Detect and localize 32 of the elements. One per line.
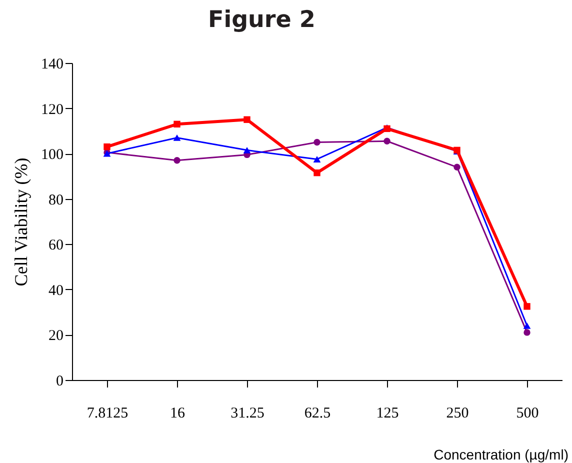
x-tick-label: 62.5 <box>304 406 331 422</box>
chart-title: Figure 2 <box>208 7 316 33</box>
x-tick-label: 7.8125 <box>86 406 128 422</box>
y-tick-label: 0 <box>56 374 64 390</box>
x-tick-label: 500 <box>516 406 539 422</box>
x-tick-label: 250 <box>446 406 469 422</box>
y-tick-label: 80 <box>48 192 64 208</box>
point <box>523 322 531 329</box>
y-tick-label: 20 <box>48 328 64 344</box>
point <box>104 143 110 150</box>
point <box>524 329 530 336</box>
point <box>384 138 390 144</box>
y-tick-label: 140 <box>41 56 64 72</box>
point <box>244 116 250 123</box>
point <box>174 120 180 128</box>
point <box>314 169 320 176</box>
y-tick-label: 40 <box>48 282 64 299</box>
point <box>313 156 321 162</box>
point <box>454 164 460 171</box>
point <box>524 303 530 310</box>
y-tick-label: 60 <box>48 238 64 254</box>
y-tick-label: 120 <box>41 102 64 118</box>
y-tick-label: 100 <box>41 147 64 164</box>
point <box>173 134 181 141</box>
y-axis-title: Cell Viability (%) <box>11 158 31 286</box>
x-tick-label: 125 <box>376 406 399 422</box>
point <box>314 138 320 146</box>
x-tick-label: 16 <box>170 406 186 422</box>
point <box>243 146 251 154</box>
point <box>174 157 180 164</box>
x-tick-label: 31.25 <box>230 406 264 422</box>
x-axis-title: Concentration (µg/ml) <box>434 446 568 462</box>
